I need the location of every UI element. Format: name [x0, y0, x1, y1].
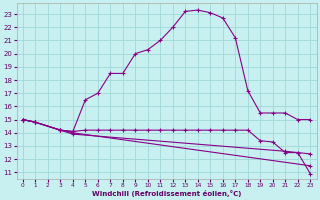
- X-axis label: Windchill (Refroidissement éolien,°C): Windchill (Refroidissement éolien,°C): [92, 190, 241, 197]
